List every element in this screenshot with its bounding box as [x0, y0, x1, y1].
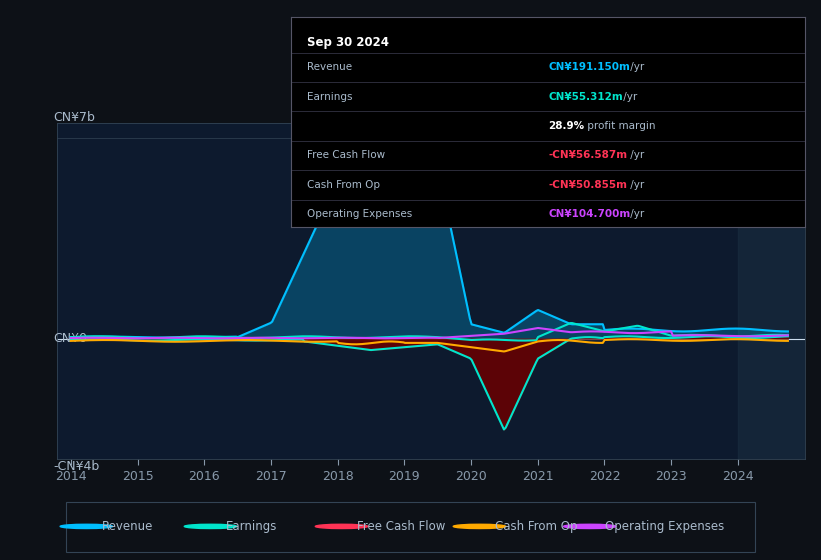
- Circle shape: [315, 524, 368, 529]
- Circle shape: [453, 524, 506, 529]
- Text: -CN¥4b: -CN¥4b: [53, 460, 100, 473]
- Text: profit margin: profit margin: [584, 121, 655, 131]
- Text: Cash From Op: Cash From Op: [307, 180, 380, 190]
- Text: Revenue: Revenue: [307, 62, 352, 72]
- Text: /yr: /yr: [627, 209, 644, 219]
- Text: CN¥104.700m: CN¥104.700m: [548, 209, 631, 219]
- Circle shape: [563, 524, 616, 529]
- Text: 28.9%: 28.9%: [548, 121, 585, 131]
- Circle shape: [184, 524, 236, 529]
- Text: -CN¥50.855m: -CN¥50.855m: [548, 180, 627, 190]
- Text: /yr: /yr: [620, 92, 637, 101]
- Text: CN¥0: CN¥0: [53, 332, 88, 345]
- Circle shape: [60, 524, 112, 529]
- Text: Revenue: Revenue: [102, 520, 153, 533]
- Text: Free Cash Flow: Free Cash Flow: [356, 520, 445, 533]
- Text: -CN¥56.587m: -CN¥56.587m: [548, 151, 627, 160]
- Text: /yr: /yr: [627, 180, 644, 190]
- Text: Sep 30 2024: Sep 30 2024: [307, 36, 389, 49]
- Text: Free Cash Flow: Free Cash Flow: [307, 151, 385, 160]
- Text: /yr: /yr: [627, 62, 644, 72]
- Text: Operating Expenses: Operating Expenses: [605, 520, 724, 533]
- Text: Earnings: Earnings: [226, 520, 277, 533]
- Text: Earnings: Earnings: [307, 92, 352, 101]
- Text: CN¥191.150m: CN¥191.150m: [548, 62, 630, 72]
- Bar: [738, 123, 805, 459]
- Text: Operating Expenses: Operating Expenses: [307, 209, 412, 219]
- Text: CN¥7b: CN¥7b: [53, 111, 95, 124]
- Text: CN¥55.312m: CN¥55.312m: [548, 92, 623, 101]
- Text: /yr: /yr: [627, 151, 644, 160]
- Text: Cash From Op: Cash From Op: [494, 520, 577, 533]
